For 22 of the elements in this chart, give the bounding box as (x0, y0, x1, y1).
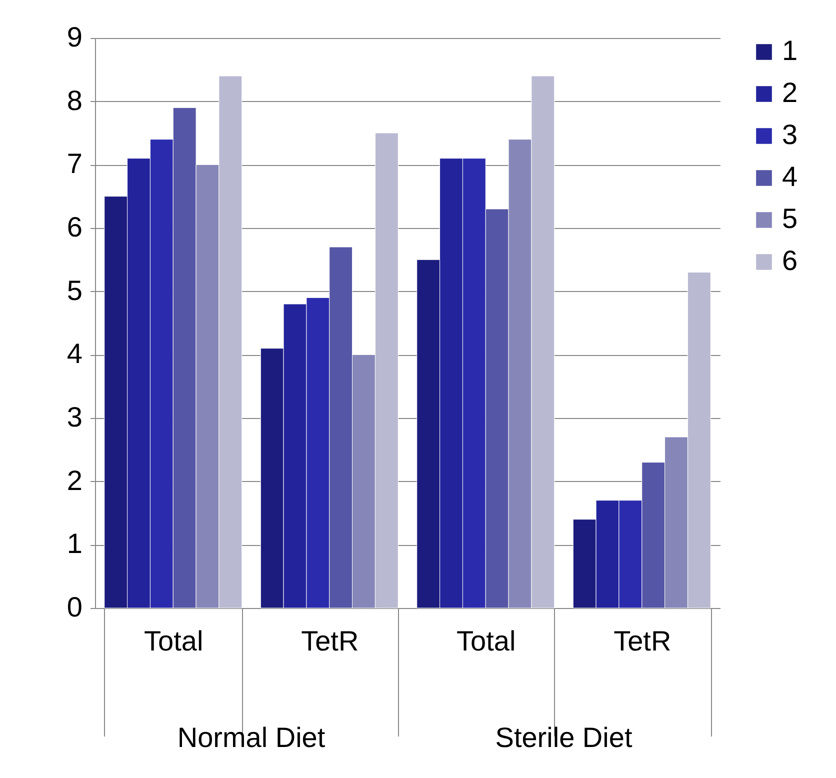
x-tick-label: TetR (301, 626, 359, 656)
x-tick-label: Total (456, 626, 516, 656)
y-tick-label: 3 (66, 402, 82, 432)
x-tick-label: TetR (614, 626, 672, 656)
legend-label: 5 (782, 203, 798, 234)
x-tick-label: Total (144, 626, 204, 656)
y-tick-label: 9 (66, 22, 82, 52)
y-tick-label: 4 (66, 338, 82, 370)
y-tick-label: 8 (66, 84, 82, 116)
y-tick-label: 2 (66, 464, 82, 496)
y-tick-label: 7 (66, 148, 82, 180)
text: Normal Diet (176, 722, 326, 754)
y-tick-label: 6 (66, 212, 82, 242)
legend-label: 3 (782, 119, 798, 150)
legend-label: 2 (782, 77, 798, 108)
y-tick-label: 0 (66, 592, 82, 622)
legend-label: 6 (782, 245, 798, 276)
text: Sterile Diet (494, 722, 634, 754)
y-tick-label: 5 (66, 274, 82, 306)
y-tick-label: 1 (66, 528, 82, 560)
legend-label: 1 (782, 35, 798, 66)
legend-label: 4 (782, 161, 798, 192)
